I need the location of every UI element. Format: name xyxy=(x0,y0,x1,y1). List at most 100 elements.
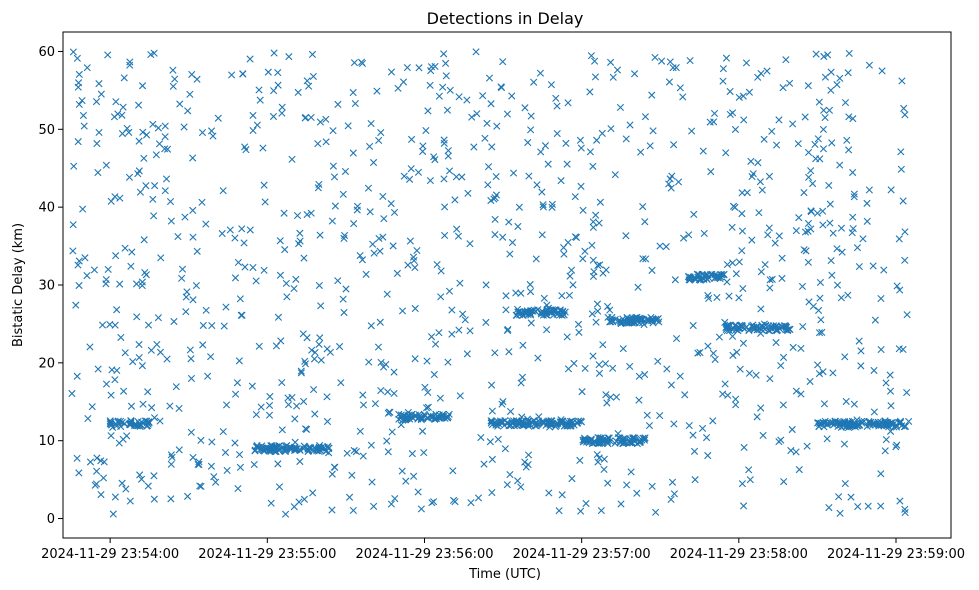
data-point xyxy=(877,502,885,510)
data-point xyxy=(142,271,150,279)
data-point xyxy=(903,311,911,319)
data-point xyxy=(79,111,88,120)
data-point xyxy=(698,424,707,433)
data-point xyxy=(202,220,210,228)
data-point xyxy=(739,284,747,293)
data-point xyxy=(753,326,762,334)
data-point xyxy=(441,231,449,240)
data-point xyxy=(410,256,418,265)
data-point xyxy=(551,306,559,314)
data-point xyxy=(310,355,319,363)
data-point xyxy=(237,311,245,319)
x-tick-label: 2024-11-29 23:54:00 xyxy=(41,547,179,562)
data-point xyxy=(645,421,654,430)
data-point xyxy=(411,355,419,363)
data-point xyxy=(833,245,841,253)
data-point xyxy=(786,325,794,333)
data-point xyxy=(452,173,460,181)
data-point xyxy=(623,319,631,327)
data-point xyxy=(603,399,611,407)
data-point xyxy=(93,454,101,462)
data-point xyxy=(626,121,634,129)
data-point xyxy=(606,306,614,314)
data-point xyxy=(579,255,587,263)
data-point xyxy=(186,346,194,354)
data-point xyxy=(669,64,677,72)
data-point xyxy=(752,371,760,379)
data-point xyxy=(437,267,445,275)
data-point xyxy=(637,148,645,156)
x-tick-label: 2024-11-29 23:57:00 xyxy=(513,547,651,562)
data-point xyxy=(359,401,368,409)
data-point xyxy=(877,294,885,303)
data-point xyxy=(865,419,873,427)
data-point xyxy=(593,300,602,308)
data-point xyxy=(505,348,513,356)
data-point xyxy=(869,262,877,270)
data-point xyxy=(693,270,701,278)
data-point xyxy=(592,211,600,219)
data-point xyxy=(758,186,766,194)
data-point xyxy=(317,302,325,310)
data-point xyxy=(330,173,339,181)
data-point xyxy=(288,155,296,163)
data-point xyxy=(112,98,120,106)
data-point xyxy=(759,431,767,439)
data-point xyxy=(870,420,878,428)
data-point xyxy=(234,258,243,267)
data-point xyxy=(833,281,842,289)
data-point xyxy=(804,258,812,266)
data-point xyxy=(296,457,304,466)
data-point xyxy=(106,320,114,329)
data-point xyxy=(801,228,810,236)
data-point xyxy=(571,233,579,241)
data-point xyxy=(481,134,489,142)
data-point xyxy=(161,122,169,130)
data-point xyxy=(611,171,619,179)
data-point xyxy=(467,499,475,507)
data-point xyxy=(151,182,159,190)
data-point xyxy=(202,306,210,314)
data-point xyxy=(812,50,820,58)
data-point xyxy=(238,225,246,233)
data-point xyxy=(340,308,348,317)
data-point xyxy=(747,157,755,165)
data-point xyxy=(455,326,463,334)
data-point xyxy=(83,64,91,72)
data-point xyxy=(301,425,310,433)
data-point xyxy=(595,361,603,369)
data-point xyxy=(765,224,773,232)
data-point xyxy=(359,452,367,460)
data-point xyxy=(739,339,748,347)
data-point xyxy=(402,477,410,485)
data-point xyxy=(422,404,431,412)
data-point xyxy=(422,126,430,135)
data-point xyxy=(871,316,879,324)
data-point xyxy=(828,139,836,147)
data-point xyxy=(526,288,535,296)
data-point xyxy=(277,337,285,345)
data-point xyxy=(773,326,781,334)
data-point xyxy=(75,469,83,477)
data-point xyxy=(157,254,165,262)
data-point xyxy=(260,266,268,274)
data-point xyxy=(831,417,839,425)
data-point xyxy=(499,58,507,66)
data-point xyxy=(129,358,137,366)
data-point xyxy=(853,244,862,252)
data-point xyxy=(887,402,895,410)
data-point xyxy=(581,437,589,445)
data-point xyxy=(898,422,906,430)
data-point xyxy=(903,388,911,397)
data-point xyxy=(654,357,662,365)
data-point xyxy=(266,392,274,401)
data-point xyxy=(843,136,851,144)
data-point xyxy=(533,181,541,189)
data-point xyxy=(274,81,282,89)
data-point xyxy=(837,294,845,302)
data-point xyxy=(728,259,737,267)
data-point xyxy=(335,342,344,351)
data-point xyxy=(865,61,873,69)
data-point xyxy=(821,113,829,122)
data-point xyxy=(886,371,894,379)
